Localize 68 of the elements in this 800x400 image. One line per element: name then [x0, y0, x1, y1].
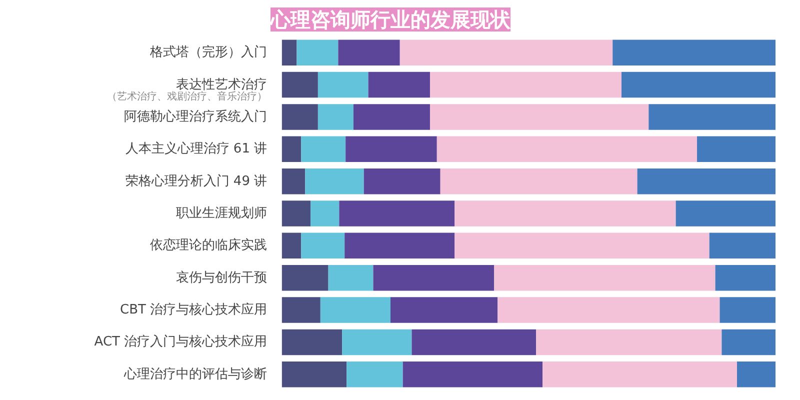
bar: [310, 200, 340, 226]
bar: [282, 329, 342, 356]
bar: [282, 104, 318, 130]
y-tick-label: 阿德勒心理治疗系统入门: [124, 108, 268, 124]
bar: [722, 329, 776, 356]
bar: [622, 72, 776, 98]
bar: [454, 232, 710, 259]
y-tick-label: 格式塔（完形）入门: [149, 44, 268, 60]
y-tick-label: 哀伤与创伤干预: [176, 270, 268, 286]
y-tick-label: ACT 治疗入门与核心技术应用: [94, 334, 268, 350]
bar: [612, 40, 776, 66]
bar: [400, 40, 613, 66]
y-tick-label: 心理治疗中的评估与诊断: [123, 366, 268, 382]
y-tick-label: 依恋理论的临床实践: [150, 237, 268, 254]
bar: [542, 362, 737, 388]
bar: [318, 104, 354, 130]
bar: [368, 72, 430, 98]
bar: [328, 264, 374, 291]
bar: [402, 362, 543, 388]
y-tick-label: 表达性艺术治疗: [176, 77, 268, 92]
bar: [353, 104, 430, 130]
bar: [301, 136, 346, 162]
bar: [676, 200, 776, 226]
bar: [305, 168, 364, 194]
bar: [412, 329, 536, 356]
y-tick-label: 职业生涯规划师: [176, 206, 268, 221]
bar: [282, 72, 318, 98]
bar: [697, 136, 776, 162]
bar: [498, 297, 720, 323]
bar: [282, 200, 311, 226]
bar: [494, 264, 716, 291]
bar: [296, 40, 338, 66]
bar: [709, 232, 776, 259]
bar: [715, 264, 776, 291]
text: （艺术治疗、戏剧治疗、音乐治疗）: [107, 90, 268, 102]
y-tick-label: CBT 治疗与核心技术应用: [120, 302, 268, 318]
bar: [430, 72, 622, 98]
bar: [648, 104, 776, 130]
bar: [430, 104, 649, 130]
bar: [282, 232, 302, 259]
bar: [346, 136, 437, 162]
bar: [346, 362, 403, 388]
y-tick-label: 荣格心理分析入门 49 讲: [125, 172, 268, 189]
bar: [282, 264, 328, 291]
bar: [301, 232, 345, 259]
bar: [364, 168, 440, 194]
bar: [536, 329, 722, 356]
bar: [339, 200, 455, 226]
bar: [440, 168, 638, 194]
bar: [318, 72, 368, 98]
bar: [637, 168, 776, 194]
bar: [282, 136, 302, 162]
bar: [737, 362, 776, 388]
chart-title: 心理咨询师行业的发展现状: [270, 8, 512, 32]
bar: [720, 297, 776, 323]
bar: [282, 297, 320, 323]
bar: [373, 264, 494, 291]
bar: [436, 136, 698, 162]
bar: [320, 297, 390, 323]
y-tick-label: 人本主义心理治疗 61 讲: [125, 140, 268, 157]
bar: [338, 40, 400, 66]
bar: [282, 40, 297, 66]
bar: [390, 297, 498, 323]
bar: [282, 362, 347, 388]
bar: [282, 168, 306, 194]
bar: [342, 329, 412, 356]
bar: [344, 232, 455, 259]
bar: [454, 200, 676, 226]
